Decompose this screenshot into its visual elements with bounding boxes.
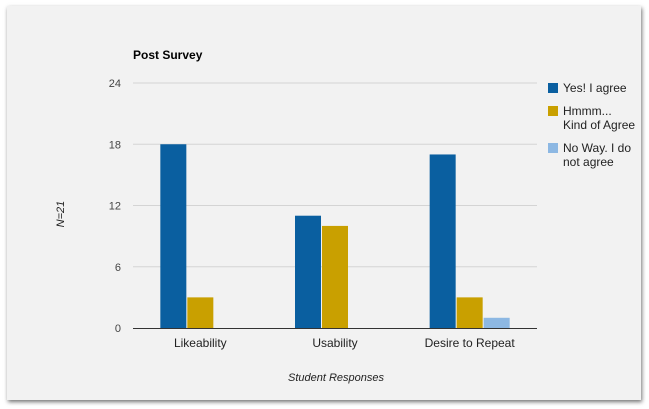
y-tick-label: 18 bbox=[109, 139, 121, 151]
x-axis-title: Student Responses bbox=[288, 372, 385, 384]
legend: Yes! I agree Hmmm...Kind of Agree No Way. … bbox=[548, 81, 635, 169]
legend-label: Yes! I agree bbox=[563, 81, 627, 95]
chart-title: Post Survey bbox=[133, 48, 203, 62]
y-tick-label: 0 bbox=[115, 323, 121, 335]
x-axis-categories: Likeability Usability Desire to Repeat bbox=[174, 336, 515, 350]
bars bbox=[160, 144, 510, 328]
legend-swatch bbox=[548, 83, 558, 93]
bar bbox=[187, 297, 214, 328]
y-tick-label: 12 bbox=[109, 201, 121, 213]
legend-label: No Way. I do bbox=[563, 141, 631, 155]
legend-label: not agree bbox=[563, 155, 614, 169]
legend-label: Kind of Agree bbox=[563, 118, 635, 132]
x-category-label: Desire to Repeat bbox=[425, 336, 516, 350]
y-axis-ticks: 0 6 12 18 24 bbox=[109, 78, 121, 335]
y-tick-label: 6 bbox=[115, 262, 121, 274]
x-category-label: Likeability bbox=[174, 336, 227, 350]
legend-swatch bbox=[548, 106, 558, 116]
legend-label: Hmmm... bbox=[563, 104, 612, 118]
bar bbox=[322, 225, 348, 328]
bar bbox=[429, 154, 456, 328]
bar bbox=[160, 144, 187, 328]
x-category-label: Usability bbox=[312, 336, 357, 350]
bar bbox=[456, 297, 483, 328]
bar bbox=[295, 215, 321, 328]
legend-swatch bbox=[548, 143, 558, 153]
y-axis-title: N=21 bbox=[55, 201, 67, 228]
gridlines bbox=[133, 82, 537, 268]
chart-card bbox=[7, 6, 641, 400]
bar bbox=[483, 317, 510, 328]
y-tick-label: 24 bbox=[109, 78, 121, 90]
